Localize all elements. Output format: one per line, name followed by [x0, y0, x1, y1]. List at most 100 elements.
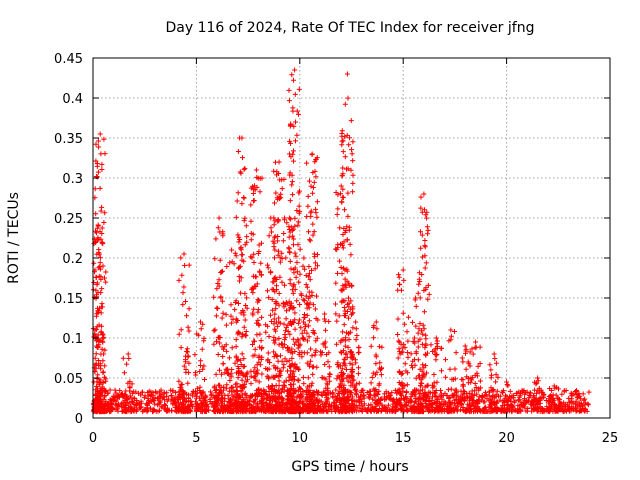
data-point [241, 309, 247, 315]
data-point [229, 367, 235, 372]
data-point [487, 389, 493, 395]
data-point [217, 229, 223, 235]
data-point [438, 401, 444, 407]
data-point [367, 388, 373, 394]
data-point [531, 402, 536, 408]
data-point [232, 250, 238, 256]
data-point [348, 118, 354, 124]
data-point [94, 280, 100, 286]
data-point [403, 399, 409, 405]
data-point [286, 358, 292, 364]
data-point [340, 232, 346, 237]
data-point [492, 356, 498, 361]
data-point [409, 398, 415, 404]
data-point [310, 232, 316, 238]
data-point [469, 388, 475, 394]
data-point [373, 403, 379, 409]
data-point [307, 238, 313, 244]
data-point [345, 394, 351, 400]
data-point [460, 407, 466, 413]
data-point [219, 298, 225, 304]
data-point [488, 385, 494, 391]
data-point [250, 231, 256, 237]
data-point [511, 399, 517, 405]
data-point [333, 311, 339, 317]
data-point [241, 363, 247, 369]
data-point [344, 354, 350, 360]
data-point [237, 169, 243, 175]
data-point [194, 402, 200, 408]
data-point [239, 201, 245, 207]
data-point [198, 319, 203, 325]
data-point [353, 337, 359, 343]
data-point [573, 398, 579, 404]
data-point [473, 344, 479, 350]
data-point [100, 406, 106, 412]
data-point [410, 319, 415, 325]
data-point [320, 407, 326, 413]
data-point [295, 320, 301, 326]
data-point [478, 385, 484, 391]
data-point [509, 393, 515, 399]
data-point [194, 395, 199, 401]
data-point [99, 286, 105, 292]
data-point [566, 408, 572, 414]
data-point [257, 399, 263, 405]
data-point [283, 316, 289, 322]
data-point [534, 390, 540, 396]
data-point [377, 360, 383, 366]
data-point [284, 358, 290, 364]
data-point [323, 344, 329, 350]
data-point [294, 298, 300, 304]
data-point [216, 283, 222, 289]
data-point [305, 203, 311, 209]
data-point [315, 263, 320, 269]
data-point [405, 354, 411, 360]
data-point [489, 394, 495, 400]
data-point [290, 336, 296, 342]
data-point [345, 344, 351, 350]
data-point [316, 389, 322, 395]
data-point [241, 166, 247, 172]
data-point [404, 382, 410, 388]
data-point [438, 393, 444, 399]
data-point [310, 221, 316, 227]
data-point [276, 159, 282, 165]
data-point [554, 403, 560, 409]
data-point [248, 202, 254, 208]
data-point [164, 398, 170, 404]
data-point [229, 345, 235, 351]
data-point [432, 390, 438, 396]
data-point [307, 271, 312, 277]
data-point [439, 368, 444, 374]
data-point [343, 350, 349, 356]
data-point [282, 337, 288, 343]
data-point [405, 314, 411, 320]
data-point [244, 371, 250, 377]
data-point [291, 77, 296, 83]
data-point [420, 362, 426, 368]
data-point [555, 408, 561, 414]
data-point [248, 381, 254, 387]
data-point [99, 346, 105, 352]
data-point [577, 402, 583, 408]
data-point [228, 374, 234, 380]
data-point [431, 409, 437, 415]
data-point [242, 242, 248, 248]
data-point [236, 239, 242, 245]
data-point [279, 358, 285, 364]
data-point [346, 282, 352, 288]
data-point [296, 408, 301, 414]
data-point [267, 398, 273, 403]
data-points [90, 67, 592, 415]
data-point [269, 297, 275, 302]
data-point [582, 402, 588, 408]
data-point [326, 350, 332, 356]
data-point [281, 321, 287, 327]
data-point [356, 403, 362, 409]
data-point [356, 380, 362, 386]
data-point [424, 404, 430, 410]
data-point [348, 167, 354, 173]
data-point [185, 324, 191, 330]
data-point [102, 363, 108, 369]
